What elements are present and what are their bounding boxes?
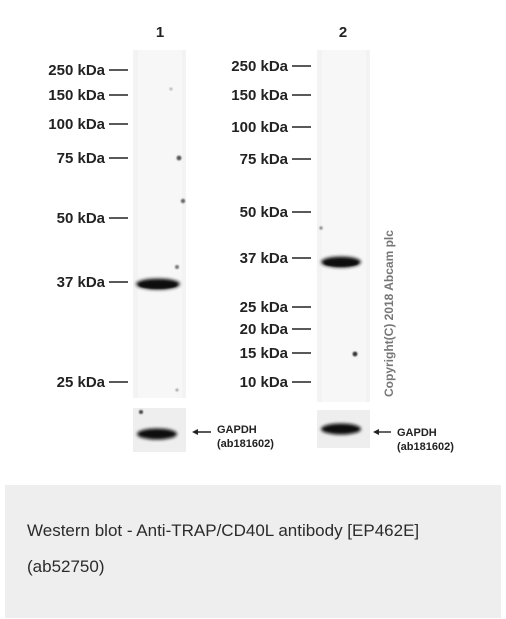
lane-1-number: 1 [156,24,164,41]
lane-1-blot [133,50,186,398]
lane-2-marker-label: 10 kDa [240,374,289,391]
lane-2-marker-label: 50 kDa [240,204,289,221]
lane-2-marker-label: 150 kDa [231,87,288,104]
lane-1-markers: 250 kDa 150 kDa 100 kDa 75 kDa 50 kDa 37… [48,62,128,391]
lane-2-gapdh-name: GAPDH [397,427,437,439]
lane-2-marker-label: 37 kDa [240,250,289,267]
western-blot-image: 1 2 [48,24,454,453]
lane-2-markers: 250 kDa 150 kDa 100 kDa 75 kDa 50 kDa 37… [231,58,311,391]
lane-2-marker-label: 15 kDa [240,345,289,362]
lane-2-blot [317,50,370,402]
arrow-left-icon [373,429,379,435]
lane-1-gapdh-id: (ab181602) [217,438,274,450]
lane-1-marker-label: 37 kDa [57,274,106,291]
lane-2-number: 2 [339,24,347,41]
lane-1-gapdh-name: GAPDH [217,424,257,436]
lane-2-gapdh-strip [317,410,370,448]
lane-1-marker-label: 25 kDa [57,374,106,391]
lane-1-marker-label: 100 kDa [48,116,105,133]
lane-1-marker-label: 150 kDa [48,87,105,104]
lane-2-marker-label: 25 kDa [240,299,289,316]
lane-1-marker-label: 50 kDa [57,210,106,227]
lane-2-marker-label: 20 kDa [240,321,289,338]
lane-2-gapdh-label: GAPDH (ab181602) [373,427,454,453]
lane-1-gapdh-label: GAPDH (ab181602) [192,424,274,450]
lane-2-gapdh-id: (ab181602) [397,441,454,453]
copyright-text: Copyright(C) 2018 Abcam plc [382,230,396,397]
lane-2-marker-label: 100 kDa [231,119,288,136]
western-blot-figure: 1 2 [5,5,501,485]
lane-1-gapdh-strip [133,408,186,452]
caption-panel: Western blot - Anti-TRAP/CD40L antibody … [5,485,501,618]
lane-1-marker-label: 75 kDa [57,150,106,167]
lane-2-marker-label: 250 kDa [231,58,288,75]
lane-2-marker-label: 75 kDa [240,151,289,168]
lane-1-marker-label: 250 kDa [48,62,105,79]
arrow-left-icon [192,429,198,435]
caption-text: Western blot - Anti-TRAP/CD40L antibody … [27,521,420,576]
